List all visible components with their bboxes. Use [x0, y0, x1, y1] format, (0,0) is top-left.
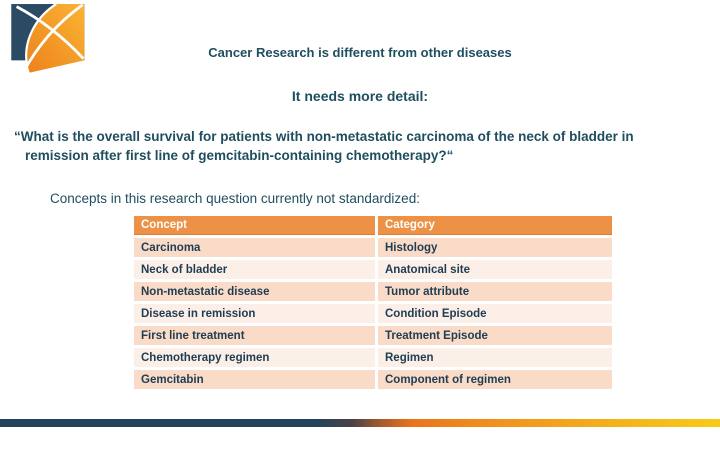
- category-cell: Treatment Episode: [378, 326, 612, 345]
- concept-cell: First line treatment: [134, 326, 375, 345]
- table-row: Disease in remission Condition Episode: [134, 304, 612, 323]
- category-cell: Condition Episode: [378, 304, 612, 323]
- table-header-category: Category: [378, 216, 612, 235]
- concept-cell: Gemcitabin: [134, 370, 375, 389]
- concept-cell: Chemotherapy regimen: [134, 348, 375, 367]
- concepts-intro: Concepts in this research question curre…: [50, 191, 420, 206]
- table-row: Non-metastatic disease Tumor attribute: [134, 282, 612, 301]
- table-row: Neck of bladder Anatomical site: [134, 260, 612, 279]
- table-row: Carcinoma Histology: [134, 238, 612, 257]
- table-header-row: Concept Category: [134, 216, 612, 235]
- bottom-accent-stripe: [0, 419, 720, 427]
- crossed-arcs-logo-icon: [11, 3, 85, 73]
- category-cell: Tumor attribute: [378, 282, 612, 301]
- table-header-concept: Concept: [134, 216, 375, 235]
- table-row: First line treatment Treatment Episode: [134, 326, 612, 345]
- category-cell: Component of regimen: [378, 370, 612, 389]
- concept-cell: Carcinoma: [134, 238, 375, 257]
- concept-category-table: Concept Category Carcinoma Histology Nec…: [134, 216, 612, 389]
- slide-subtitle: It needs more detail:: [291, 88, 429, 104]
- concept-cell: Non-metastatic disease: [134, 282, 375, 301]
- category-cell: Regimen: [378, 348, 612, 367]
- research-question-quote: “What is the overall survival for patien…: [14, 129, 634, 163]
- table-row: Chemotherapy regimen Regimen: [134, 348, 612, 367]
- table-row: Gemcitabin Component of regimen: [134, 370, 612, 389]
- slide-title: Cancer Research is different from other …: [208, 45, 512, 60]
- category-cell: Histology: [378, 238, 612, 257]
- concept-cell: Disease in remission: [134, 304, 375, 323]
- concept-cell: Neck of bladder: [134, 260, 375, 279]
- category-cell: Anatomical site: [378, 260, 612, 279]
